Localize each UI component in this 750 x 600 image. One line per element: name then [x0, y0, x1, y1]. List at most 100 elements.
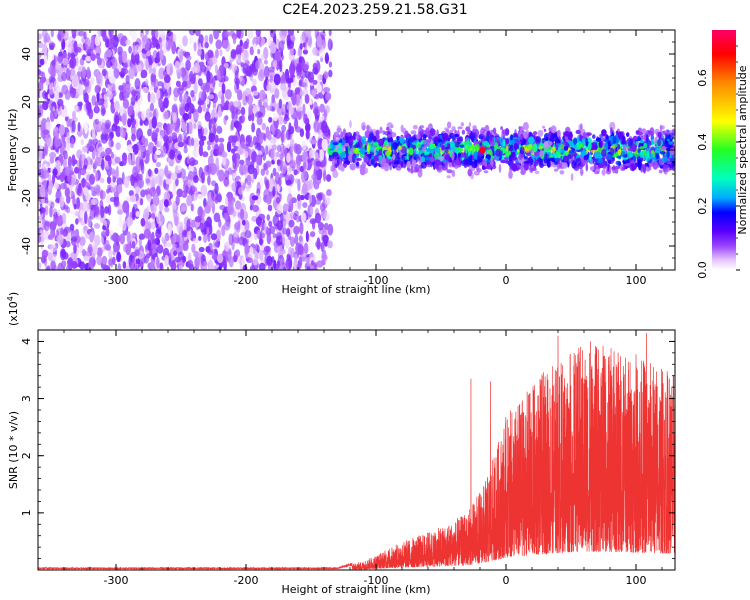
spectrogram-noise-cell — [204, 205, 211, 214]
spectrogram-noise-cell — [286, 102, 293, 111]
spectrogram-noise-cell — [38, 262, 42, 270]
spectrogram-noise-cell — [295, 64, 303, 76]
spectrogram-noise-cell — [47, 252, 53, 262]
spectrogram-noise-cell — [99, 177, 105, 184]
spectrogram-noise-cell — [79, 57, 85, 66]
spectrogram-noise-cell — [154, 78, 159, 92]
spectrogram-band-cell — [442, 133, 446, 140]
spectrogram-noise-cell — [317, 73, 321, 84]
spectrogram-noise-cell — [194, 216, 202, 223]
spectrogram-noise-cell — [289, 46, 295, 56]
spectrogram-noise-cell — [197, 193, 203, 199]
spectrogram-noise-cell — [198, 246, 205, 253]
spectrogram-noise-cell — [301, 140, 307, 151]
spectrogram-band-cell — [525, 148, 530, 153]
spectrogram-band-cell — [554, 168, 559, 172]
spectrogram-noise-cell — [106, 176, 112, 185]
spectrogram-noise-cell — [38, 102, 43, 110]
spectrogram-band-cell — [385, 150, 392, 156]
spectrogram-noise-cell — [187, 174, 194, 180]
spectrogram-band-cell — [485, 154, 491, 160]
spectrogram-noise-cell — [197, 49, 202, 57]
spectrogram-noise-cell — [235, 44, 242, 56]
spectrogram-noise-cell — [201, 228, 207, 236]
spectrogram-noise-cell — [155, 149, 162, 155]
spectrogram-band-cell — [639, 146, 645, 150]
spectrogram-noise-cell — [152, 195, 160, 207]
spectrogram-noise-cell — [83, 78, 90, 87]
spectrogram-band-cell — [669, 138, 673, 142]
spectrogram-noise-cell — [193, 250, 199, 258]
spectrogram-noise-cell — [126, 231, 131, 244]
spectrogram-noise-cell — [216, 253, 224, 264]
spectrogram-noise-cell — [281, 124, 287, 133]
spectrogram-noise-cell — [163, 111, 171, 120]
spectrogram-noise-cell — [152, 67, 157, 75]
spectrogram-noise-cell — [242, 219, 246, 226]
spectrogram-noise-cell — [86, 66, 91, 80]
spectrogram-band-cell — [611, 166, 617, 170]
spectrogram-band-cell — [341, 144, 346, 151]
spectrogram-noise-cell — [67, 51, 71, 60]
spectrogram-noise-cell — [328, 69, 333, 78]
spectrogram-band-cell — [413, 156, 417, 161]
spectrogram-noise-cell — [213, 212, 221, 223]
spectrogram-noise-cell — [257, 48, 261, 55]
spectrogram-noise-cell — [91, 95, 97, 106]
spectrogram-noise-cell — [151, 243, 158, 250]
spectrogram-noise-cell — [286, 77, 294, 84]
spectrogram-band-cell — [657, 139, 662, 146]
spectrogram-noise-cell — [225, 196, 228, 207]
spectrogram-noise-cell — [83, 225, 88, 232]
spectrogram-noise-cell — [254, 142, 258, 150]
spectrogram-band-cell — [592, 134, 596, 139]
spectrogram-band-cell — [446, 175, 451, 179]
spectrogram-noise-cell — [312, 79, 318, 85]
spectrogram-band-cell — [467, 144, 472, 149]
spectrogram-noise-cell — [148, 64, 153, 75]
spectrogram-noise-cell — [197, 100, 205, 106]
spectrogram-noise-cell — [264, 176, 268, 186]
spectrogram-band-cell — [347, 145, 351, 154]
spectrogram-band-cell — [388, 162, 392, 166]
spectrogram-band-cell — [599, 158, 604, 163]
spectrogram-noise-cell — [66, 195, 71, 204]
spectrogram-noise-cell — [156, 244, 164, 254]
spectrogram-noise-cell — [267, 179, 274, 192]
spectrogram-noise-cell — [309, 261, 317, 270]
spectrogram-noise-cell — [273, 59, 278, 69]
spectrogram-noise-cell — [38, 90, 41, 98]
spectrogram-noise-cell — [174, 164, 182, 174]
spectrogram-noise-cell — [116, 251, 121, 263]
spectrogram-band-cell — [617, 144, 621, 150]
spectrogram-noise-cell — [100, 205, 105, 219]
spectrogram-noise-cell — [305, 230, 309, 243]
spectrogram-band-cell — [585, 137, 589, 147]
spectrogram-noise-cell — [93, 204, 100, 216]
spectrogram-noise-cell — [157, 81, 164, 87]
spectrogram-noise-cell — [324, 222, 329, 230]
spectrogram-noise-cell — [256, 181, 261, 194]
spectrogram-noise-cell — [149, 92, 156, 105]
spectrogram-noise-cell — [309, 218, 317, 225]
spectrogram-noise-cell — [307, 71, 315, 83]
spectrogram-noise-cell — [255, 30, 261, 37]
spectrogram-band-cell — [355, 142, 361, 148]
spectrogram-band-cell — [505, 145, 509, 152]
spectrogram-noise-cell — [269, 225, 276, 235]
spectrogram-noise-cell — [71, 236, 78, 242]
spectrogram-noise-cell — [114, 100, 120, 113]
spectrogram-band-cell — [518, 126, 521, 130]
spectrogram-noise-cell — [309, 99, 313, 106]
spectrogram-noise-cell — [39, 203, 43, 215]
spectrogram-noise-cell — [265, 169, 269, 176]
spectrogram-noise-cell — [38, 52, 42, 59]
spectrogram-band-cell — [500, 159, 507, 164]
spectrogram-noise-cell — [319, 149, 325, 161]
spectrogram-noise-cell — [231, 153, 237, 164]
spectrogram-heatmap — [38, 30, 675, 270]
spectrogram-band-cell — [505, 152, 510, 157]
spectrogram-noise-cell — [44, 205, 49, 216]
spectrogram-noise-cell — [223, 221, 231, 231]
spectrogram-noise-cell — [317, 222, 325, 229]
